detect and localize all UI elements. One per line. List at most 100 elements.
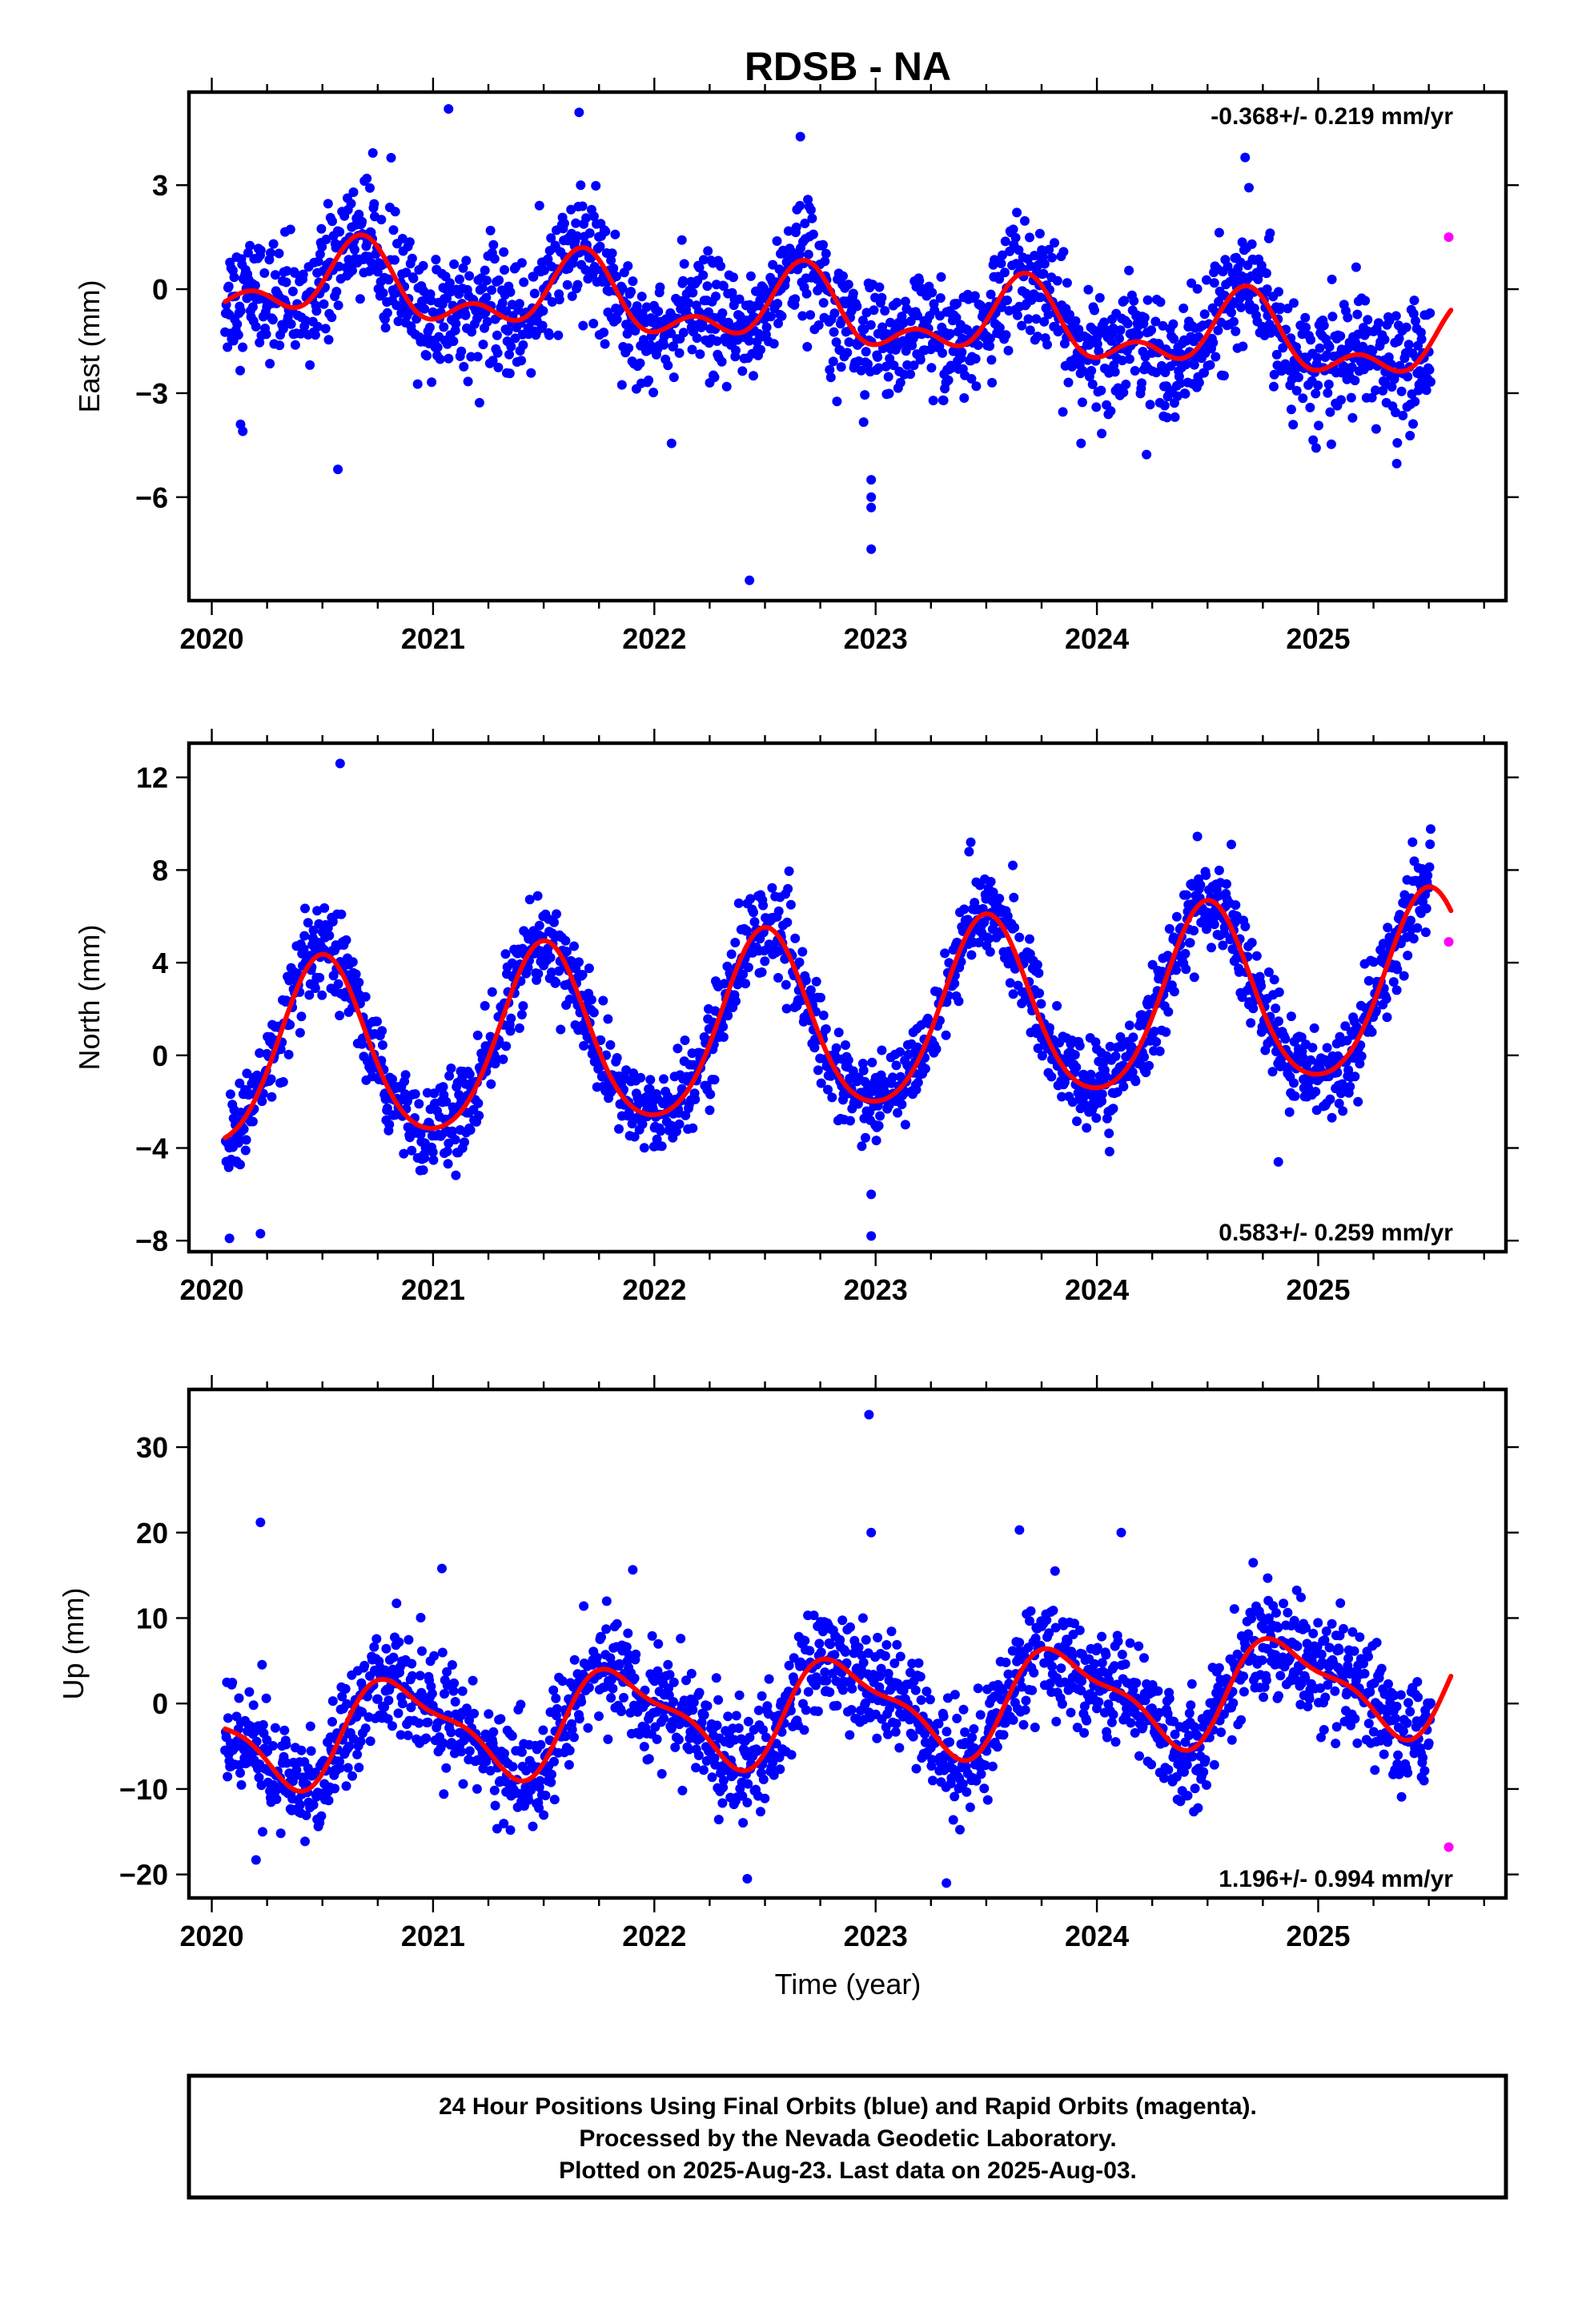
- final-orbit-point: [1104, 1147, 1114, 1156]
- final-orbit-point: [1097, 1096, 1107, 1106]
- final-orbit-point: [598, 995, 608, 1006]
- final-orbit-point: [1346, 392, 1356, 403]
- final-orbit-point: [383, 1714, 393, 1724]
- final-orbit-point: [825, 1687, 835, 1697]
- final-orbit-point: [1425, 308, 1435, 318]
- final-orbit-point: [1410, 396, 1420, 407]
- final-orbit-point: [1104, 1128, 1114, 1139]
- final-orbit-point: [431, 255, 441, 265]
- final-orbit-point: [802, 342, 813, 352]
- final-orbit-point: [764, 1674, 774, 1684]
- final-orbit-point: [1089, 325, 1099, 336]
- final-orbit-point: [1034, 968, 1044, 979]
- final-orbit-point: [577, 201, 588, 211]
- final-orbit-point: [1128, 1032, 1138, 1043]
- final-orbit-point: [1235, 257, 1246, 267]
- final-orbit-point: [386, 153, 396, 163]
- final-orbit-point: [1074, 1040, 1085, 1051]
- final-orbit-point: [499, 247, 509, 257]
- final-orbit-point: [631, 1649, 641, 1659]
- final-orbit-point: [1371, 385, 1381, 396]
- final-orbit-point: [362, 1691, 372, 1702]
- final-orbit-point: [1097, 1089, 1107, 1100]
- final-orbit-point: [427, 377, 437, 388]
- final-orbit-point: [797, 947, 808, 957]
- final-orbit-point: [360, 991, 371, 1002]
- final-orbit-point: [308, 925, 319, 935]
- y-tick-label: −10: [119, 1773, 168, 1806]
- final-orbit-point: [911, 1763, 921, 1774]
- final-orbit-point: [1240, 921, 1251, 931]
- final-orbit-point: [940, 948, 950, 959]
- final-orbit-point: [769, 339, 779, 349]
- final-orbit-point: [673, 1043, 683, 1054]
- final-orbit-point: [630, 326, 640, 336]
- final-orbit-point: [1356, 1051, 1367, 1061]
- final-orbit-point: [588, 319, 599, 328]
- final-orbit-point: [538, 306, 548, 316]
- final-orbit-point: [873, 363, 884, 373]
- final-orbit-point: [883, 372, 893, 382]
- final-orbit-point: [723, 1011, 733, 1021]
- y-axis-label: East (mm): [73, 280, 106, 413]
- final-orbit-point: [474, 1111, 484, 1121]
- final-orbit-point: [334, 261, 344, 271]
- final-orbit-point: [1008, 224, 1018, 235]
- final-orbit-point: [913, 311, 922, 321]
- final-orbit-point: [393, 316, 404, 327]
- final-orbit-point: [663, 1092, 673, 1102]
- final-orbit-point: [458, 1779, 468, 1789]
- final-orbit-point: [223, 1162, 234, 1172]
- final-orbit-point: [863, 359, 873, 369]
- final-orbit-point: [1090, 305, 1099, 316]
- final-orbit-point: [629, 1132, 640, 1142]
- chart-title: RDSB - NA: [745, 44, 951, 89]
- final-orbit-point: [915, 355, 926, 365]
- final-orbit-point: [1231, 326, 1241, 336]
- y-axis-label: North (mm): [73, 925, 106, 1071]
- final-orbit-point: [1247, 938, 1257, 948]
- final-orbit-point: [1149, 1027, 1159, 1036]
- final-orbit-point: [1126, 1041, 1137, 1051]
- final-orbit-point: [1110, 367, 1120, 377]
- final-orbit-point: [275, 340, 285, 351]
- final-orbit-point: [749, 917, 760, 927]
- final-orbit-point: [941, 1030, 951, 1040]
- final-orbit-point: [1323, 380, 1334, 389]
- final-orbit-point: [274, 248, 284, 259]
- final-orbit-point: [441, 1096, 452, 1107]
- y-tick-label: 30: [136, 1431, 168, 1464]
- final-orbit-point: [836, 362, 846, 372]
- final-orbit-point: [564, 1745, 575, 1755]
- final-orbit-point: [895, 377, 905, 388]
- final-orbit-point: [1145, 400, 1155, 410]
- final-orbit-point: [1350, 376, 1360, 386]
- final-orbit-point: [488, 1727, 499, 1737]
- final-orbit-point: [341, 935, 351, 945]
- final-orbit-point: [255, 1228, 266, 1239]
- final-orbit-point: [1283, 304, 1293, 314]
- final-orbit-point: [1150, 316, 1161, 327]
- final-orbit-point: [265, 359, 275, 369]
- final-orbit-point: [369, 1642, 379, 1652]
- final-orbit-point: [1046, 1072, 1057, 1082]
- final-orbit-point: [655, 282, 665, 292]
- final-orbit-point: [891, 1719, 901, 1729]
- final-orbit-point: [490, 1800, 500, 1811]
- final-orbit-point: [680, 1035, 690, 1045]
- final-orbit-point: [847, 1683, 857, 1694]
- final-orbit-point: [994, 894, 1005, 903]
- final-orbit-point: [335, 758, 345, 769]
- final-orbit-point: [327, 1717, 337, 1727]
- final-orbit-point: [1412, 923, 1423, 933]
- final-orbit-point: [920, 1063, 930, 1074]
- final-orbit-point: [843, 1055, 853, 1065]
- final-orbit-point: [1175, 378, 1186, 388]
- final-orbit-point: [1405, 431, 1415, 440]
- final-orbit-point: [698, 255, 709, 265]
- final-orbit-point: [709, 372, 720, 383]
- final-orbit-point: [857, 1059, 868, 1068]
- final-orbit-point: [1367, 392, 1377, 403]
- final-orbit-point: [1108, 1104, 1118, 1114]
- final-orbit-point: [866, 492, 877, 502]
